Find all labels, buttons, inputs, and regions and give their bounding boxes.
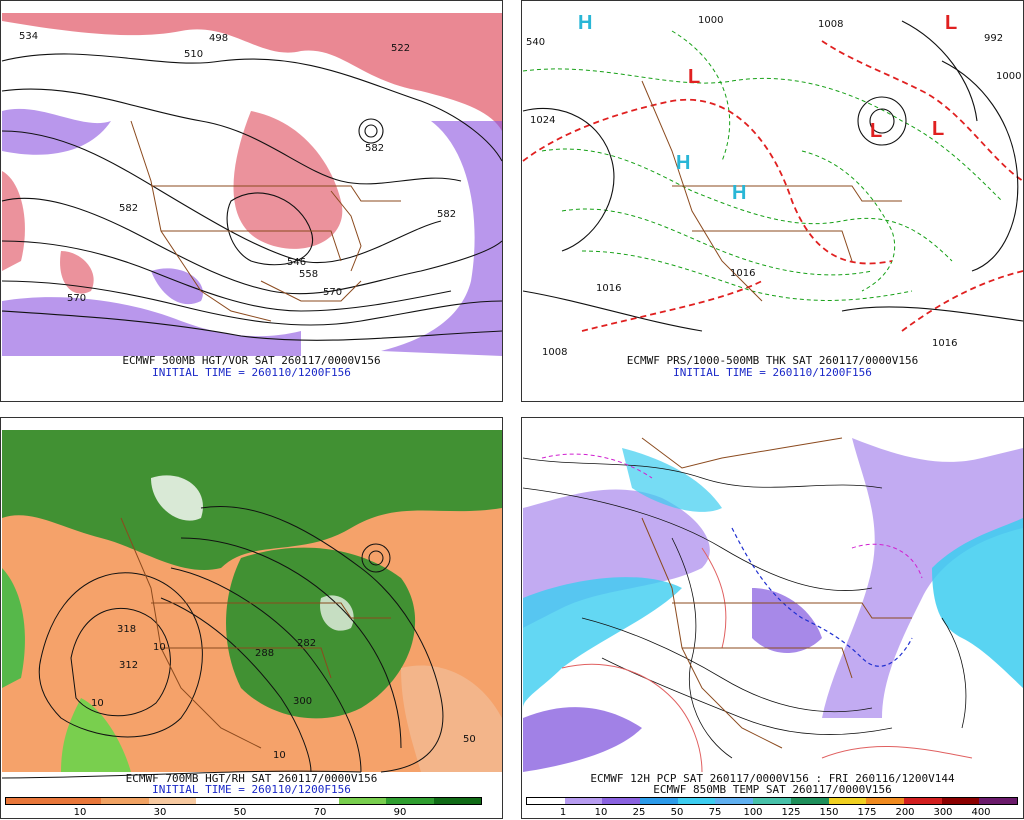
contour-label: 10	[273, 750, 286, 761]
panel-prs-thickness: 1000 1008 1024 1016 1016 1008 1016 992 1…	[521, 0, 1024, 402]
panel-pcp-850mb-temp: ECMWF 12H PCP SAT 260117/0000V156 : FRI …	[521, 417, 1024, 819]
panel-caption: ECMWF PRS/1000-500MB THK SAT 260117/0000…	[626, 354, 919, 367]
low-pressure-mark: L	[932, 118, 944, 140]
contour-label: 534	[19, 31, 38, 42]
scale-tick: 90	[393, 807, 407, 818]
panel-caption: ECMWF 12H PCP SAT 260117/0000V156 : FRI …	[590, 772, 955, 785]
scale-tick: 30	[153, 807, 167, 818]
panel-700mb-hgt-rh: 318 312 282 288 300 10 10 50 10 ECMWF 70…	[0, 417, 503, 819]
scale-tick: 150	[819, 807, 839, 818]
contour-label: 498	[209, 33, 228, 44]
contour-label: 300	[293, 696, 312, 707]
contour-label: 1008	[542, 347, 567, 358]
scale-tick: 400	[971, 807, 991, 818]
scale-tick: 300	[933, 807, 953, 818]
contour-label: 1000	[996, 71, 1021, 82]
scale-tick: 1	[559, 807, 567, 818]
contour-label: 10	[91, 698, 104, 709]
contour-label: 1000	[698, 15, 723, 26]
scale-tick: 50	[233, 807, 247, 818]
low-pressure-mark: L	[945, 12, 957, 34]
map-700mb: 318 312 282 288 300 10 10 50 10	[1, 430, 502, 779]
scale-tick: 25	[632, 807, 646, 818]
contour-label: 570	[67, 293, 86, 304]
panel-500mb-hgt-vor: 534 510 498 522 582 582 570 558 546 570 …	[0, 0, 503, 402]
rh-color-scale: 10 30 50 70 90	[5, 797, 482, 819]
scale-tick: 75	[708, 807, 722, 818]
pcp-color-scale: 1 10 25 50 75 100 125 150 175 200 300 40…	[526, 797, 1018, 819]
scale-tick: 175	[857, 807, 877, 818]
contour-label: 1016	[730, 268, 755, 279]
map-pcp	[522, 430, 1023, 773]
contour-label: 558	[299, 269, 318, 280]
contour-label: 570	[323, 287, 342, 298]
panel-caption: ECMWF 500MB HGT/VOR SAT 260117/0000V156	[122, 354, 381, 367]
high-pressure-mark: H	[578, 12, 592, 34]
thickness-label: 540	[526, 37, 545, 48]
initial-time: INITIAL TIME = 260110/1200F156	[152, 783, 351, 796]
contour-label: 318	[117, 624, 136, 635]
contour-label: 282	[297, 638, 316, 649]
scale-tick: 200	[895, 807, 915, 818]
contour-label: 992	[984, 33, 1003, 44]
contour-label: 312	[119, 660, 138, 671]
contour-label: 1024	[530, 115, 555, 126]
initial-time: INITIAL TIME = 260110/1200F156	[673, 366, 872, 379]
low-pressure-mark: L	[870, 120, 882, 142]
scale-tick: 10	[73, 807, 87, 818]
low-pressure-mark: L	[688, 66, 700, 88]
contour-label: 582	[119, 203, 138, 214]
contour-label: 510	[184, 49, 203, 60]
panel-caption: ECMWF 700MB HGT/RH SAT 260117/0000V156	[125, 772, 378, 785]
contour-label: 288	[255, 648, 274, 659]
panel-caption-secondary: ECMWF 850MB TEMP SAT 260117/0000V156	[653, 783, 892, 796]
scale-tick: 125	[781, 807, 801, 818]
scale-tick: 50	[670, 807, 684, 818]
map-prs-thk: 1000 1008 1024 1016 1016 1008 1016 992 1…	[522, 12, 1024, 358]
high-pressure-mark: H	[732, 182, 746, 204]
map-500mb: 534 510 498 522 582 582 570 558 546 570 …	[1, 13, 503, 356]
contour-label: 1016	[932, 338, 957, 349]
scale-tick: 70	[313, 807, 327, 818]
contour-label: 1016	[596, 283, 621, 294]
contour-label: 522	[391, 43, 410, 54]
contour-label: 10	[153, 642, 166, 653]
contour-label: 1008	[818, 19, 843, 30]
scale-tick: 100	[743, 807, 763, 818]
contour-label: 546	[287, 257, 306, 268]
initial-time: INITIAL TIME = 260110/1200F156	[152, 366, 351, 379]
contour-label: 582	[365, 143, 384, 154]
scale-tick: 10	[594, 807, 608, 818]
contour-label: 582	[437, 209, 456, 220]
contour-label: 50	[463, 734, 476, 745]
high-pressure-mark: H	[676, 152, 690, 174]
